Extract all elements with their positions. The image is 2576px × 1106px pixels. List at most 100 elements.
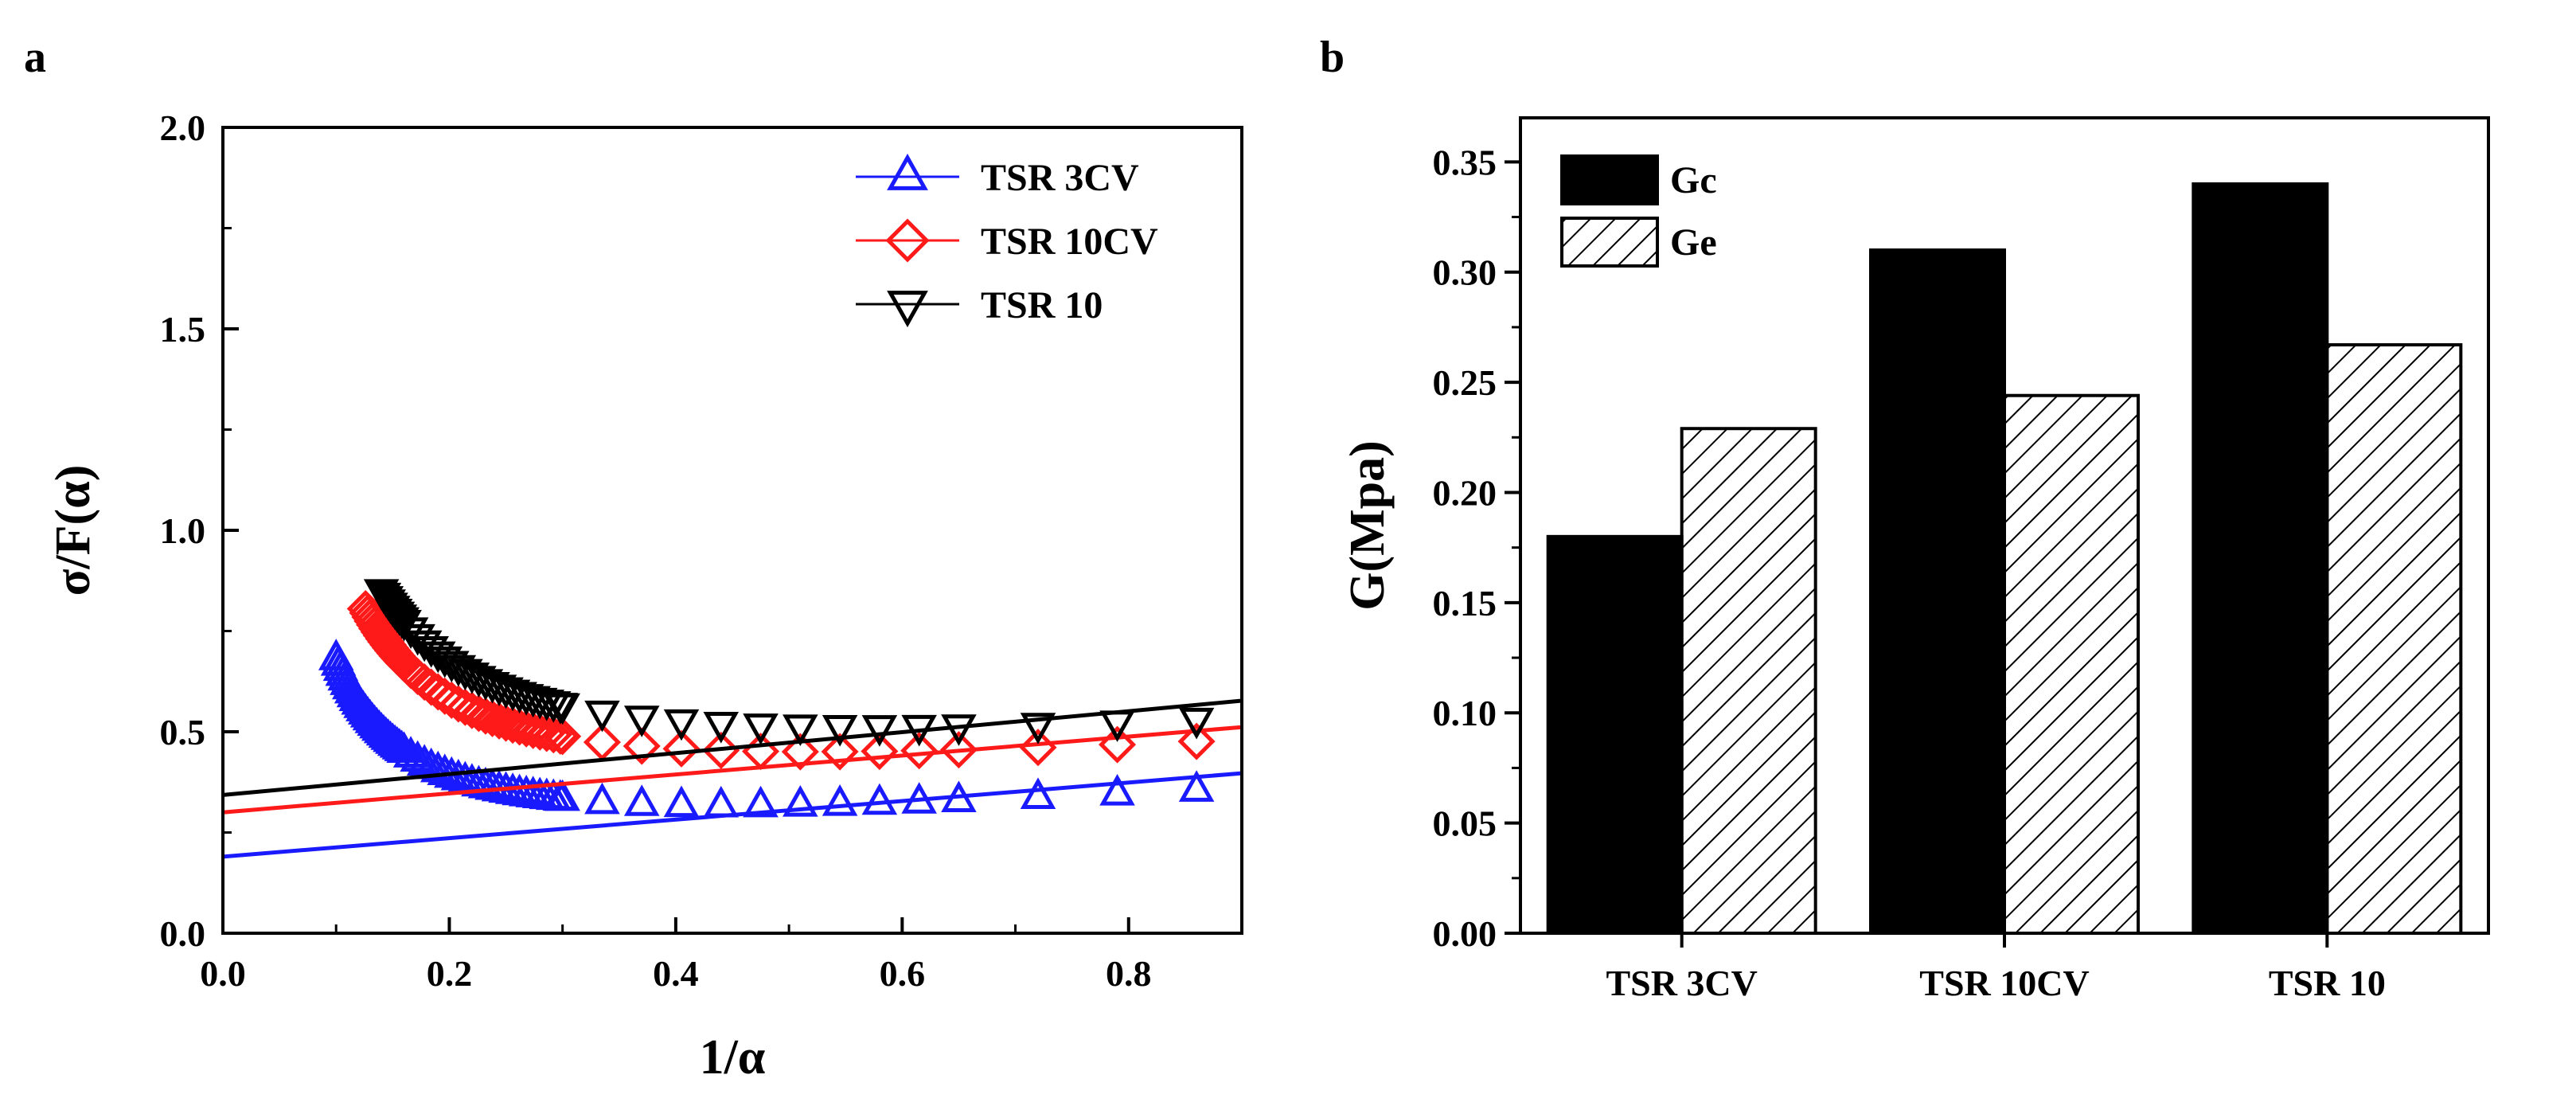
- legend-tsr-10cv-label: TSR 10CV: [981, 221, 1158, 263]
- series-tsr-3cv-point: [1020, 777, 1056, 810]
- panel-a-ytick-label: 1.0: [160, 510, 206, 551]
- panel-a-label: a: [24, 33, 46, 82]
- panel-b-xtick-label: TSR 10: [2269, 963, 2386, 1003]
- panel-b-bars: [1546, 182, 2463, 935]
- series-tsr-10cv-point: [521, 713, 559, 751]
- series-tsr-10cv-point: [544, 717, 582, 756]
- series-tsr-3cv-point: [861, 783, 898, 815]
- panel-b-ytick-label: 0.10: [1433, 693, 1497, 733]
- bar-gc-tsr-3cv: [1546, 534, 1684, 935]
- series-tsr-10cv-point: [939, 731, 978, 769]
- series-tsr-10cv-point: [487, 704, 525, 742]
- panel-a-xtick-label: 0.2: [427, 953, 473, 994]
- series-tsr-10cv-point: [507, 709, 545, 748]
- series-tsr-10cv-fit-line: [223, 725, 1242, 815]
- series-tsr-10cv-point: [1099, 725, 1137, 764]
- series-tsr-10cv-point: [662, 729, 701, 768]
- panel-b-ylabel: G(Mpa): [1341, 440, 1395, 611]
- bar-gc-tsr-10cv: [1869, 248, 2006, 935]
- series-tsr-10cv-point: [534, 716, 572, 754]
- series-tsr-3cv-point: [743, 785, 779, 818]
- series-tsr-3cv-point: [623, 784, 660, 816]
- series-tsr-10cv-point: [821, 733, 859, 771]
- panel-a-xlabel: 1/α: [700, 1030, 766, 1085]
- panel-a-ytick-label: 1.5: [160, 309, 206, 350]
- legend-tsr-10-label: TSR 10: [981, 284, 1103, 326]
- series-tsr-10cv-point: [494, 706, 532, 744]
- series-tsr-10-point: [1178, 707, 1215, 740]
- bar-ge-tsr-10cv: [2003, 393, 2140, 935]
- legend-ge-label: Ge: [1670, 221, 1717, 264]
- series-tsr-10-point: [783, 714, 818, 746]
- series-tsr-10cv-point: [480, 702, 518, 740]
- series-tsr-3cv-point: [703, 785, 740, 818]
- series-tsr-10-point: [861, 715, 898, 747]
- panel-a-series: [223, 579, 1242, 859]
- panel-a-ytick-label: 0.0: [160, 913, 206, 954]
- series-tsr-3cv-point: [420, 750, 456, 783]
- series-tsr-10cv-point: [623, 727, 661, 765]
- series-tsr-10cv-point: [900, 732, 939, 770]
- series-tsr-3cv-point: [783, 785, 818, 817]
- panel-b-ytick-label: 0.05: [1433, 803, 1497, 844]
- series-tsr-10cv-point: [861, 733, 899, 771]
- panel-b: b TSR 3CV TSR 10CV TSR 10 0.00 0.05 0.10 0.15 0…: [1320, 33, 2490, 1003]
- series-tsr-3cv-point: [1099, 773, 1135, 806]
- series-tsr-10-point: [584, 700, 620, 733]
- legend-gc-swatch: [1560, 154, 1659, 205]
- panel-b-xtick-label: TSR 10CV: [1919, 963, 2089, 1003]
- panel-b-ytick-label: 0.00: [1433, 913, 1497, 954]
- panel-a-ytick-label: 2.0: [160, 107, 206, 148]
- series-tsr-10cv-point: [781, 733, 819, 771]
- series-tsr-10-point: [623, 705, 660, 737]
- panel-b-ticks: TSR 3CV TSR 10CV TSR 10 0.00 0.05 0.10 0.15 0.2…: [1433, 142, 2386, 1003]
- series-tsr-10cv-point: [702, 731, 740, 769]
- panel-b-label: b: [1320, 33, 1345, 82]
- series-tsr-3cv-point: [822, 784, 858, 816]
- series-tsr-10cv-point: [473, 699, 512, 737]
- legend-gc-label: Gc: [1670, 159, 1717, 201]
- panel-b-ytick-label: 0.35: [1433, 142, 1497, 182]
- series-tsr-3cv-point: [663, 785, 700, 818]
- series-tsr-10-point: [544, 693, 580, 725]
- panel-a-xtick-label: 0.4: [653, 953, 699, 994]
- series-tsr-10cv-point: [1177, 722, 1216, 760]
- panel-a: a 0.0 0.2 0.4 0.6 0.8 0.0 0.5 1.0 1.5 2.0 1/α σ/F…: [24, 33, 1243, 1085]
- series-tsr-10-point: [743, 713, 779, 745]
- series-tsr-10-point: [663, 709, 700, 741]
- bar-gc-tsr-10: [2192, 182, 2329, 935]
- panel-b-ytick-label: 0.30: [1433, 252, 1497, 293]
- series-tsr-10-point: [1099, 710, 1135, 742]
- panel-a-xtick-label: 0.6: [880, 953, 926, 994]
- series-tsr-10cv-point: [514, 711, 552, 749]
- series-tsr-10-point: [703, 711, 740, 744]
- panel-b-legend: Gc Ge: [1560, 154, 1717, 268]
- panel-b-ytick-label: 0.25: [1433, 362, 1497, 403]
- series-tsr-10-point: [822, 715, 858, 747]
- series-tsr-10-point: [502, 682, 537, 714]
- series-tsr-3cv-point: [400, 740, 435, 772]
- series-tsr-3cv-point: [392, 736, 429, 768]
- series-tsr-3cv-point: [1178, 770, 1215, 802]
- legend-tsr-3cv-label: TSR 3CV: [981, 157, 1139, 199]
- legend-tsr-10-marker: [887, 291, 928, 328]
- panel-a-xtick-label: 0.0: [200, 953, 246, 994]
- panel-b-xtick-label: TSR 3CV: [1606, 963, 1757, 1003]
- series-tsr-3cv-point: [406, 744, 443, 776]
- bar-ge-tsr-3cv: [1680, 427, 1817, 935]
- panel-a-legend: TSR 3CV TSR 10CV TSR 10: [856, 153, 1158, 328]
- series-tsr-10cv-point: [501, 708, 539, 746]
- series-tsr-10-point: [1020, 713, 1056, 744]
- legend-tsr-3cv-marker: [887, 153, 928, 190]
- legend-ge-swatch: [1560, 217, 1659, 268]
- series-tsr-10-fit-line: [223, 698, 1242, 797]
- series-tsr-3cv-point: [584, 782, 620, 815]
- panel-a-ylabel: σ/F(α): [46, 465, 100, 596]
- series-tsr-3cv-point: [386, 731, 422, 764]
- series-tsr-10-point: [494, 679, 531, 712]
- panel-a-ytick-label: 0.5: [160, 712, 206, 752]
- series-tsr-3cv-fit-line: [223, 771, 1242, 859]
- panel-a-ticks: 0.0 0.2 0.4 0.6 0.8 0.0 0.5 1.0 1.5 2.0: [160, 107, 1243, 994]
